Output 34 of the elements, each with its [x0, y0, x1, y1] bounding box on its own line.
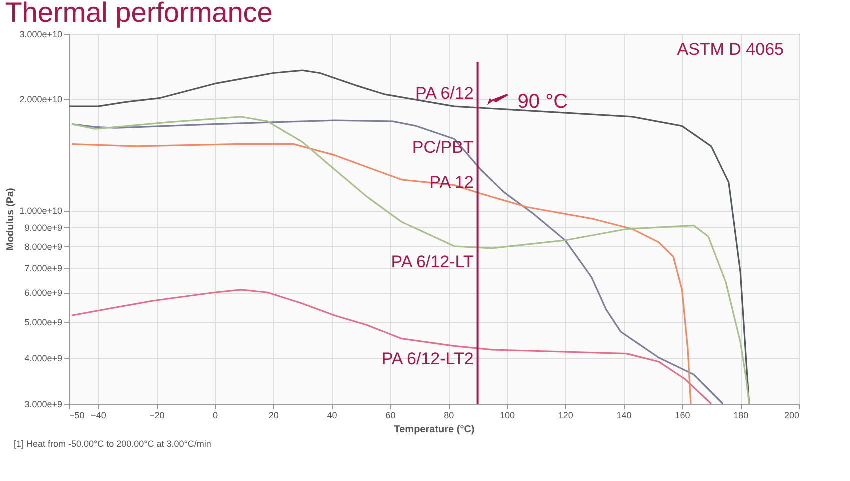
x-tick-label: −40 [91, 410, 106, 420]
y-tick-label: 2.000e+10 [20, 94, 62, 105]
ref-line-label: 90 °C [518, 91, 568, 113]
x-tick-label: 160 [675, 410, 690, 420]
y-tick-label: 4.000e+9 [24, 353, 62, 364]
x-tick-label: 120 [558, 410, 574, 420]
y-tick-label: 9.000e+9 [24, 222, 62, 233]
x-tick-label: 100 [500, 410, 516, 420]
y-tick-label: 6.000e+9 [24, 288, 62, 298]
x-axis-title: Temperature (°C) [394, 424, 475, 436]
x-tick-label: −50 [70, 410, 85, 420]
chart-title: Thermal performance [5, 0, 273, 28]
x-tick-label: 0 [212, 410, 218, 420]
series-label: PA 6/12-LT2 [382, 349, 474, 368]
x-tick-label: 200 [784, 410, 800, 420]
series-label: PA 6/12-LT [391, 252, 474, 272]
line-series [71, 289, 712, 405]
series-label: PA 6/12 [416, 84, 474, 103]
y-tick-label: 1.000e+10 [20, 206, 62, 216]
annotation: ASTM D 4065 [677, 40, 784, 59]
text: [1] Heat from -50.00°C to 200.00°C at 3.00°C/min [14, 439, 212, 449]
y-tick-label: 8.000e+9 [24, 242, 62, 252]
x-tick-label: 20 [268, 410, 279, 420]
y-tick-label: 7.000e+9 [24, 263, 62, 274]
x-tick-label: 180 [734, 410, 749, 420]
y-axis-title: Modulus (Pa) [6, 188, 17, 251]
y-tick-label: 5.000e+9 [24, 317, 62, 328]
y-tick-label: 3.000e+9 [24, 400, 62, 410]
x-tick-label: 80 [444, 410, 454, 420]
y-tick-label: 3.000e+10 [20, 30, 62, 40]
x-tick-label: −20 [149, 410, 165, 420]
x-tick-label: 60 [386, 410, 396, 420]
x-tick-label: 140 [616, 410, 632, 420]
x-tick-label: 40 [327, 410, 338, 420]
